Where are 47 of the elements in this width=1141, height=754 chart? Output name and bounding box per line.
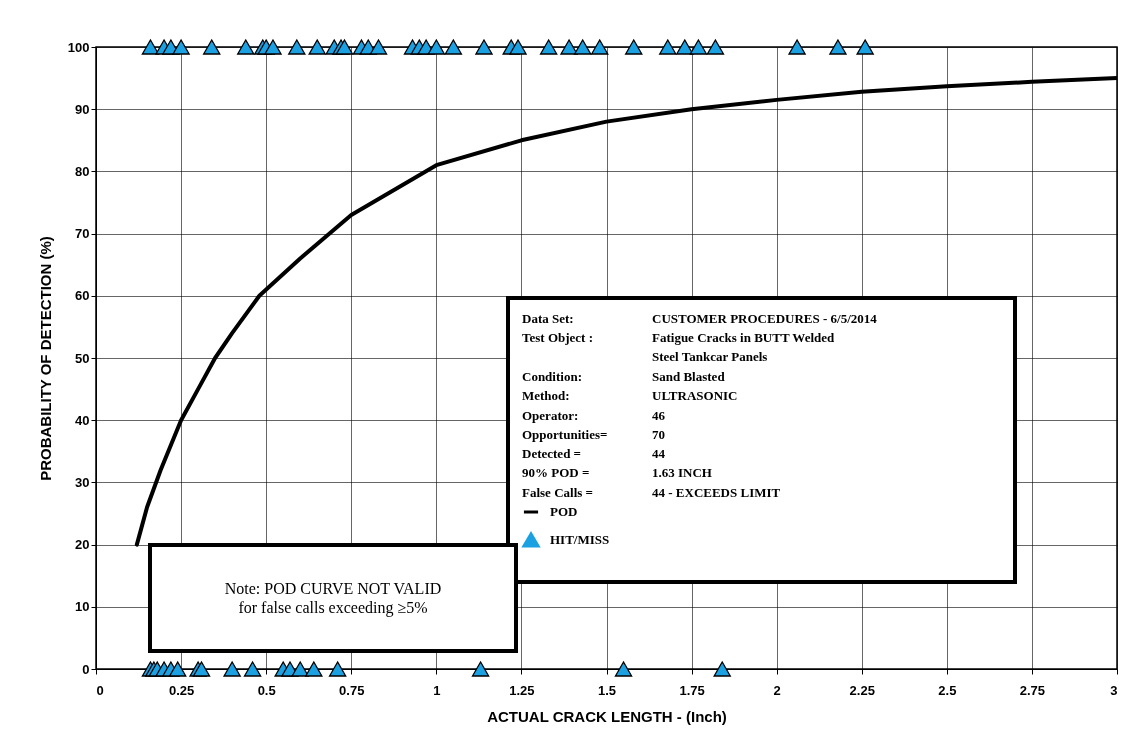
x-tick-label: 2.75	[1019, 682, 1046, 698]
annotation: CUSTOMER PROCEDURES - 6/5/2014	[652, 311, 878, 326]
annotation: Test Object :	[522, 330, 594, 346]
annotation: 90% POD =	[522, 465, 590, 481]
annotation: Sand Blasted	[652, 368, 726, 384]
y-tick-label: 100	[67, 39, 90, 55]
y-tick-label: 60	[75, 288, 90, 304]
x-axis-title: ACTUAL CRACK LENGTH - (Inch)	[487, 707, 727, 725]
x-tick-label: 3	[1110, 682, 1118, 698]
x-tick-label: 1.75	[679, 682, 705, 698]
annotation: Fatigue Cracks in BUTT Welded Steel Tankcar Panels	[652, 330, 836, 365]
x-tick-label: 1	[433, 682, 441, 698]
annotation: Method:	[522, 388, 570, 404]
x-tick-label: 0	[96, 682, 104, 698]
y-tick-label: 50	[75, 350, 90, 366]
x-tick-label: 2.25	[849, 682, 875, 698]
x-tick-label: 2	[773, 682, 781, 698]
x-tick-label: 0.5	[257, 682, 276, 698]
y-tick-label: 70	[75, 226, 90, 242]
legend-label: POD	[550, 504, 578, 519]
annotation: 1.63 INCH	[652, 465, 712, 481]
y-tick-label: 20	[75, 537, 90, 553]
annotation: 44 - EXCEEDS LIMIT	[652, 484, 781, 500]
annotation: 70	[652, 426, 665, 442]
y-tick-label: 40	[75, 412, 90, 428]
y-tick-label: 10	[75, 599, 90, 615]
annotation: ULTRASONIC	[652, 388, 738, 404]
y-tick-label: 30	[75, 474, 90, 490]
x-tick-label: 1.25	[509, 682, 535, 698]
y-tick-label: 80	[75, 163, 90, 179]
x-tick-label: 0.75	[339, 682, 365, 698]
annotation: Opportunities=	[522, 426, 608, 442]
annotation: 46	[652, 407, 666, 423]
annotation: Detected =	[522, 446, 582, 462]
annotation: Data Set:	[522, 311, 574, 326]
y-tick-label: 0	[82, 661, 90, 677]
annotation: Condition:	[522, 368, 582, 384]
annotation: False Calls =	[522, 484, 593, 500]
x-tick-label: 1.5	[597, 682, 617, 698]
legend-label: HIT/MISS	[550, 532, 610, 547]
annotation: Note: POD CURVE NOT VALID for false calls exceeding ≥5%	[224, 580, 442, 617]
x-tick-label: 2.5	[938, 682, 957, 698]
y-axis-title: PROBABILITY OF DETECTION (%)	[36, 236, 54, 481]
x-tick-label: 0.25	[168, 682, 195, 698]
annotation: 44	[652, 446, 666, 462]
y-tick-label: 90	[75, 101, 90, 117]
annotation: Operator:	[522, 407, 579, 423]
